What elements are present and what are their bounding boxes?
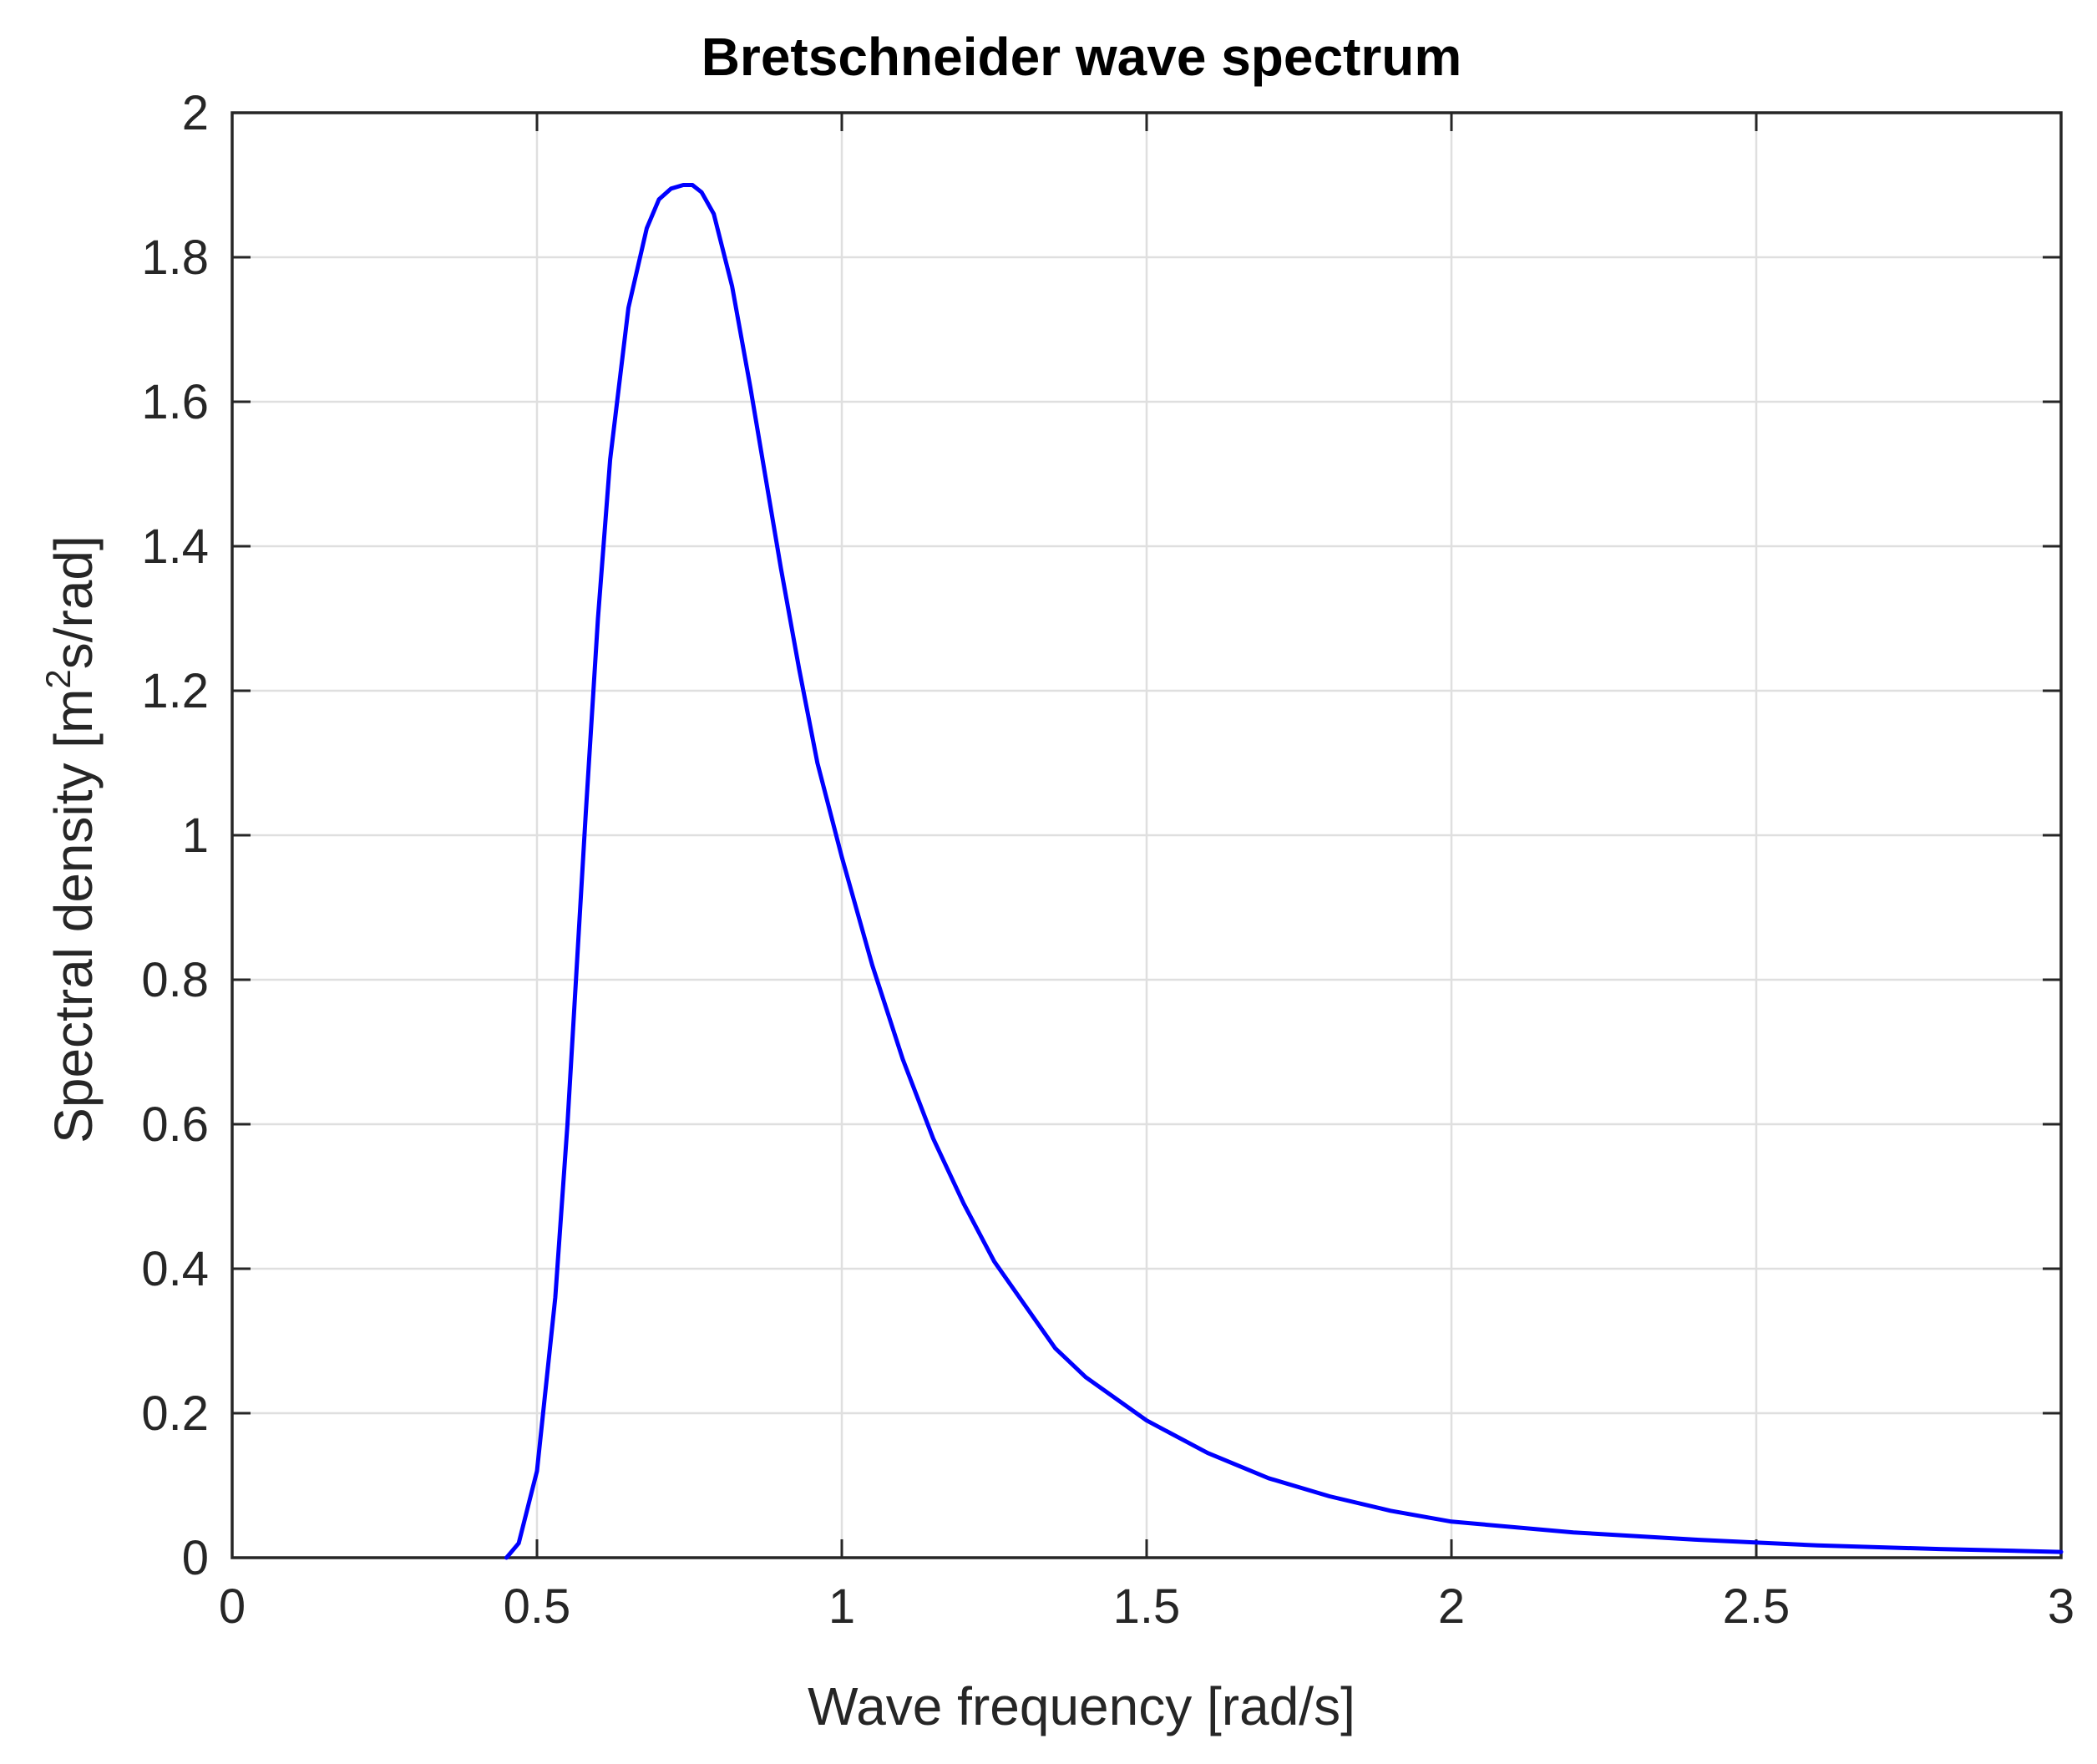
x-tick-label: 2.5 (1723, 1579, 1791, 1634)
x-tick-label: 1.5 (1113, 1579, 1181, 1634)
y-tick-label: 1.6 (141, 375, 209, 429)
y-tick-label: 0.8 (141, 953, 209, 1007)
y-tick-label: 1.8 (141, 231, 209, 285)
chart-title: Bretschneider wave spectrum (702, 27, 1462, 87)
y-axis-label-superscript: 2 (38, 669, 78, 688)
y-tick-label: 1.4 (141, 520, 209, 574)
y-tick-label: 1.2 (141, 664, 209, 718)
x-tick-label: 0 (219, 1579, 246, 1634)
grid (230, 111, 2063, 1559)
y-tick-label: 0.4 (141, 1242, 209, 1296)
y-axis-label: Spectral density [m2s/rad] (38, 535, 104, 1143)
x-tick-label: 1 (828, 1579, 855, 1634)
y-tick-label: 0.6 (141, 1097, 209, 1152)
y-axis-label-suffix: s/rad] (43, 535, 104, 669)
x-tick-label: 2 (1438, 1579, 1465, 1634)
series-line-bretschneider (504, 183, 2064, 1560)
x-tick-label: 3 (2048, 1579, 2074, 1634)
y-tick-label: 1 (182, 808, 209, 863)
x-tick-labels: 0 0.5 1 1.5 2 2.5 3 (219, 1579, 2074, 1634)
y-tick-label: 0.2 (141, 1386, 209, 1441)
x-axis-label: Wave frequency [rad/s] (808, 1676, 1355, 1736)
y-tick-label: 0 (182, 1531, 209, 1585)
axes-box (230, 111, 2063, 1559)
x-tick-label: 0.5 (504, 1579, 571, 1634)
y-axis-label-prefix: Spectral density [m (43, 689, 104, 1143)
y-tick-label: 2 (182, 86, 209, 140)
y-tick-labels: 0 0.2 0.4 0.6 0.8 1 1.2 1.4 1.6 1.8 2 (141, 86, 209, 1585)
